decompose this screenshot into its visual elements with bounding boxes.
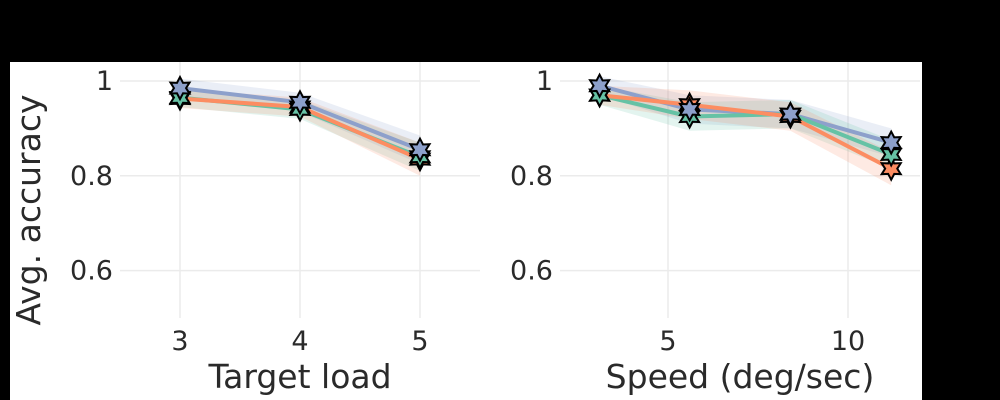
figure-background (10, 62, 922, 400)
y-tick-label: 0.8 (510, 161, 553, 192)
y-tick-label: 0.8 (70, 161, 113, 192)
data-point-marker (588, 72, 611, 99)
x-tick-label: 10 (831, 326, 865, 357)
series-band (180, 78, 420, 164)
y-tick-label: 1 (536, 66, 553, 97)
data-point-marker (879, 129, 903, 156)
series-line (599, 93, 892, 157)
x-tick-label: 4 (291, 326, 308, 357)
y-tick-label: 1 (96, 66, 113, 97)
y-tick-label: 0.6 (510, 256, 553, 287)
data-point-marker (678, 96, 701, 123)
data-point-marker (779, 100, 802, 128)
series-line (599, 93, 893, 171)
data-point-marker (408, 136, 432, 163)
chart-panel-1: 0.6 0.8 1 3 4 5 Target load (70, 62, 480, 396)
x-tick-label: 5 (659, 326, 676, 357)
data-point-marker (879, 155, 903, 182)
data-point-marker (288, 89, 312, 116)
y-tick-label: 0.6 (70, 256, 113, 287)
y-axis-title: Avg. accuracy (9, 95, 48, 326)
series-band (180, 88, 420, 171)
x-tick-label: 5 (411, 326, 428, 357)
x-tick-label: 3 (171, 326, 188, 357)
data-point-marker (168, 74, 192, 102)
x-axis-title: Target load (207, 357, 391, 396)
x-axis-title: Speed (deg/sec) (606, 357, 875, 396)
series-band (180, 89, 420, 176)
